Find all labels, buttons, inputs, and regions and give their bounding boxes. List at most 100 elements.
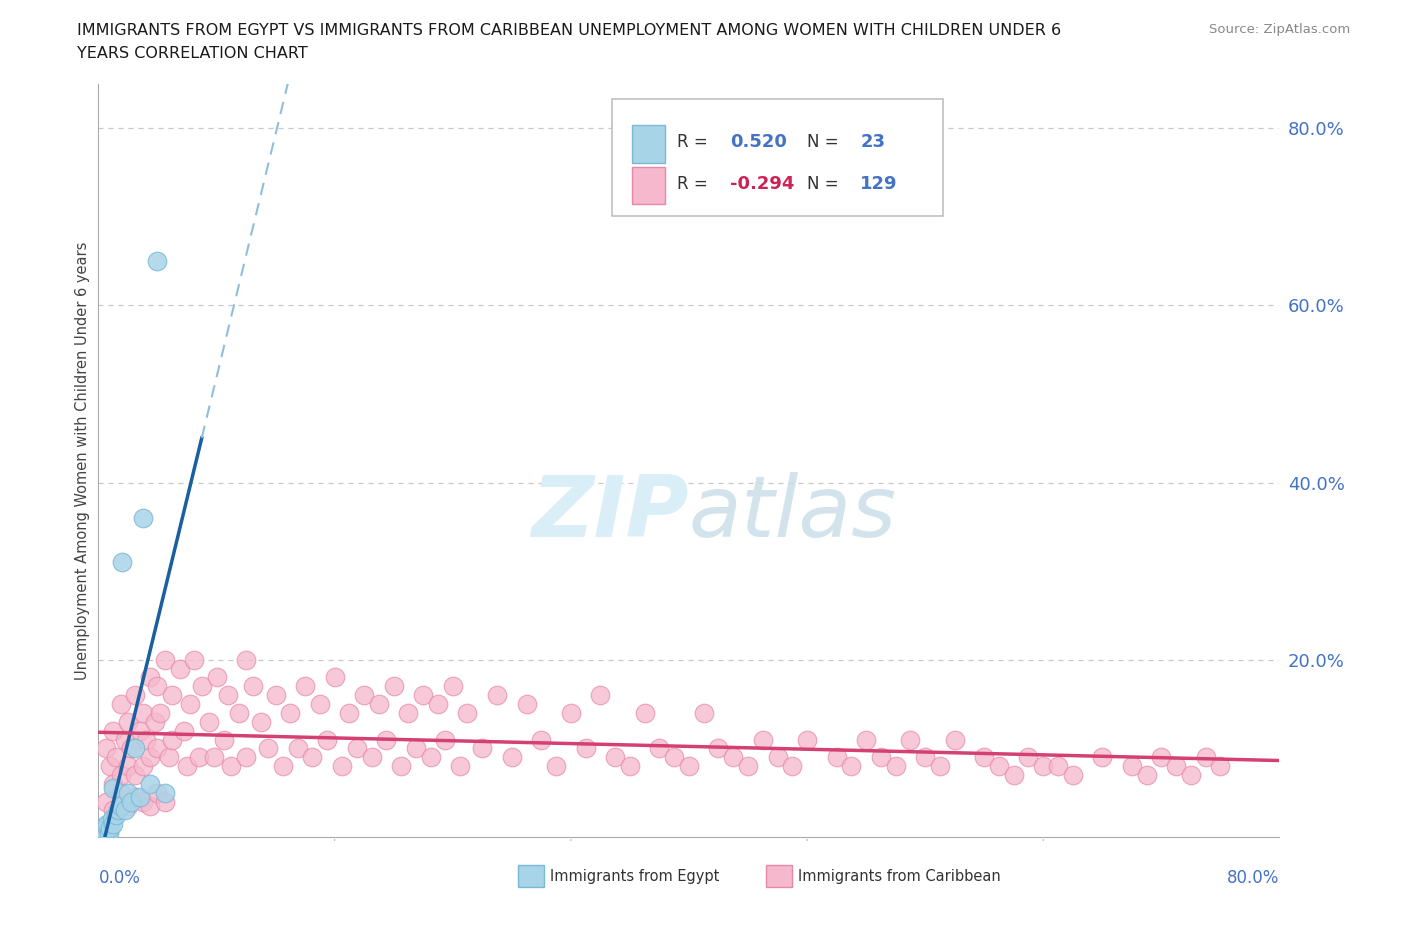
Point [100, 812, 122, 827]
Point [346, 741, 368, 756]
Point [294, 679, 316, 694]
Point [546, 759, 568, 774]
Point [434, 732, 457, 747]
Point [143, 714, 166, 729]
Point [132, 794, 155, 809]
Point [146, 679, 169, 694]
Point [91, 825, 114, 840]
Point [257, 741, 280, 756]
Point [132, 706, 155, 721]
Point [441, 679, 464, 694]
Point [146, 254, 169, 269]
Point [575, 741, 598, 756]
Point [173, 724, 195, 738]
Text: Source: ZipAtlas.com: Source: ZipAtlas.com [1209, 23, 1350, 36]
Text: 129: 129 [860, 175, 897, 193]
Point [94, 794, 117, 809]
Point [139, 799, 162, 814]
Point [309, 697, 332, 711]
Point [1136, 767, 1159, 782]
Point [419, 750, 441, 764]
Point [105, 807, 128, 822]
Text: 0.520: 0.520 [730, 134, 787, 152]
Point [96, 817, 118, 831]
Point [176, 759, 198, 774]
Point [530, 732, 553, 747]
Point [107, 803, 129, 817]
Text: R =: R = [678, 134, 707, 152]
Point [825, 750, 848, 764]
Point [94, 741, 117, 756]
Point [212, 732, 235, 747]
Point [90, 820, 112, 835]
Point [353, 688, 375, 703]
Point [405, 741, 427, 756]
Y-axis label: Unemployment Among Women with Children Under 6 years: Unemployment Among Women with Children U… [75, 241, 90, 680]
Point [191, 679, 214, 694]
Point [870, 750, 893, 764]
Point [766, 750, 789, 764]
Point [114, 732, 136, 747]
Point [139, 777, 162, 791]
Point [124, 688, 146, 703]
Point [205, 670, 228, 684]
Point [752, 732, 775, 747]
Point [301, 750, 323, 764]
Point [132, 511, 155, 525]
Point [124, 741, 146, 756]
Point [398, 706, 420, 721]
Point [1209, 759, 1232, 774]
Point [120, 794, 142, 809]
Point [330, 759, 353, 774]
Point [412, 688, 434, 703]
Point [1018, 750, 1040, 764]
Point [900, 732, 922, 747]
Point [162, 732, 183, 747]
Point [1166, 759, 1188, 774]
Text: -0.294: -0.294 [730, 175, 794, 193]
Text: N =: N = [807, 134, 838, 152]
Point [264, 688, 287, 703]
Text: 23: 23 [860, 134, 886, 152]
Text: 0.0%: 0.0% [98, 869, 141, 886]
Point [501, 750, 523, 764]
FancyBboxPatch shape [633, 126, 665, 163]
Point [782, 759, 804, 774]
Point [187, 750, 209, 764]
Text: R =: R = [678, 175, 707, 193]
Point [707, 741, 730, 756]
Point [855, 732, 877, 747]
Point [110, 785, 132, 800]
Point [271, 759, 294, 774]
Point [235, 652, 257, 667]
Point [98, 759, 121, 774]
Point [103, 724, 125, 738]
Text: N =: N = [807, 175, 838, 193]
Point [737, 759, 759, 774]
Point [110, 767, 132, 782]
Text: IMMIGRANTS FROM EGYPT VS IMMIGRANTS FROM CARIBBEAN UNEMPLOYMENT AMONG WOMEN WITH: IMMIGRANTS FROM EGYPT VS IMMIGRANTS FROM… [77, 23, 1062, 38]
Point [360, 750, 382, 764]
Point [1091, 750, 1114, 764]
Text: ZIP: ZIP [531, 472, 689, 554]
Point [94, 819, 117, 834]
Point [619, 759, 641, 774]
Point [323, 670, 346, 684]
Point [111, 555, 134, 570]
Point [560, 706, 582, 721]
Point [128, 790, 150, 804]
Point [162, 688, 183, 703]
Point [132, 759, 155, 774]
FancyBboxPatch shape [517, 865, 544, 887]
FancyBboxPatch shape [612, 99, 943, 216]
Point [153, 652, 176, 667]
Point [1121, 759, 1143, 774]
Point [110, 799, 132, 814]
Point [841, 759, 863, 774]
Point [796, 732, 818, 747]
Point [117, 799, 139, 814]
Point [1032, 759, 1054, 774]
Point [1062, 767, 1084, 782]
Point [124, 790, 146, 804]
Point [634, 706, 657, 721]
